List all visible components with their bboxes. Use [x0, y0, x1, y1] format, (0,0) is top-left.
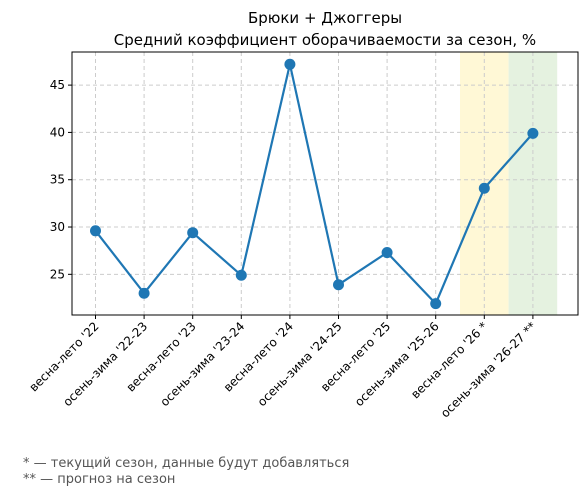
chart-title-line-2: Средний коэффициент оборачиваемости за с…	[114, 31, 536, 49]
data-point	[381, 247, 393, 259]
x-tick-label: осень-зима '23-24	[158, 319, 248, 409]
plot-frame	[71, 51, 579, 316]
footnote-forecast: ** — прогноз на сезон	[23, 472, 176, 487]
data-point	[138, 287, 150, 299]
x-tick-label: осень-зима '24-25	[255, 319, 345, 409]
season-highlight-band	[508, 52, 558, 315]
y-tick-label: 25	[50, 267, 65, 281]
x-tick-label: осень-зима '25-26	[352, 319, 442, 409]
data-point	[235, 269, 247, 281]
x-tick-label: осень-зима '26-27 **	[438, 319, 539, 420]
y-tick-label: 40	[50, 125, 65, 139]
x-tick-label: осень-зима '22-23	[60, 319, 150, 409]
data-point	[430, 298, 442, 310]
data-point	[527, 127, 539, 139]
data-point	[284, 58, 296, 70]
data-point	[333, 279, 344, 291]
data-point	[90, 225, 101, 237]
data-point	[478, 182, 490, 194]
y-tick-label: 45	[50, 78, 65, 92]
series-line	[94, 63, 534, 305]
data-point	[187, 227, 199, 239]
y-tick-label: 35	[50, 173, 65, 187]
footnote-current-season: * — текущий сезон, данные будут добавлят…	[23, 456, 350, 471]
y-tick-label: 30	[50, 220, 65, 234]
chart-title-line-1: Брюки + Джоггеры	[248, 9, 402, 27]
